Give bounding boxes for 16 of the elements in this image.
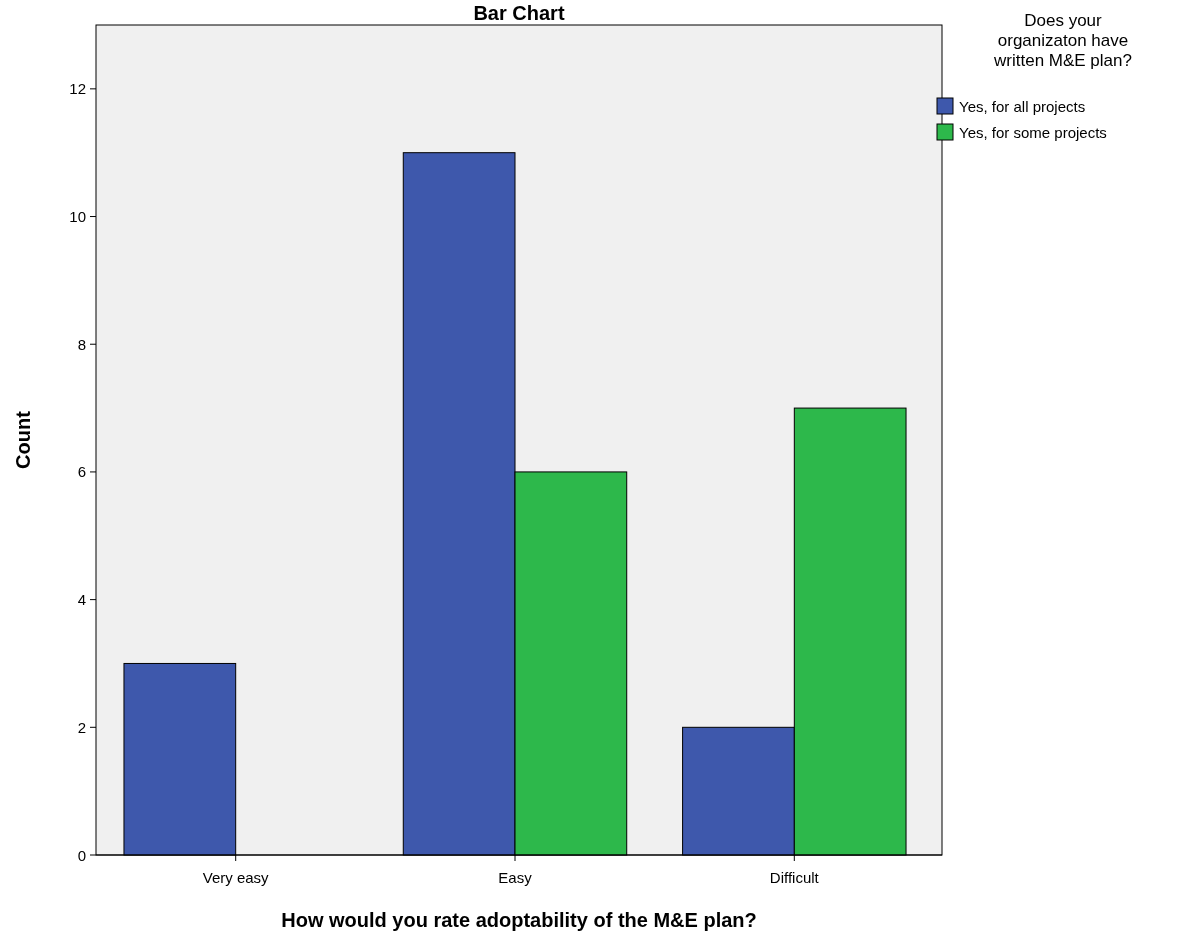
- x-tick-label: Difficult: [769, 869, 820, 886]
- y-tick-label: 6: [77, 463, 86, 481]
- y-tick-label: 0: [77, 846, 86, 864]
- y-tick-label: 2: [77, 718, 86, 736]
- legend-label: Yes, for some projects: [959, 123, 1107, 141]
- y-tick-label: 12: [69, 80, 86, 98]
- x-tick-label: Easy: [498, 869, 533, 886]
- x-tick-label: Very easy: [202, 869, 270, 886]
- legend-title: Does your organizaton have written M&E plan?: [993, 11, 1132, 70]
- x-axis-title: How would you rate adoptability of the M&E plan?: [281, 909, 757, 931]
- y-tick-label: 4: [77, 591, 86, 609]
- chart-title: Bar Chart: [473, 2, 565, 24]
- y-tick-label: 8: [77, 335, 86, 353]
- y-axis-title: Count: [12, 410, 34, 469]
- legend-label: Yes, for all projects: [959, 97, 1086, 115]
- y-tick-label: 10: [69, 208, 86, 226]
